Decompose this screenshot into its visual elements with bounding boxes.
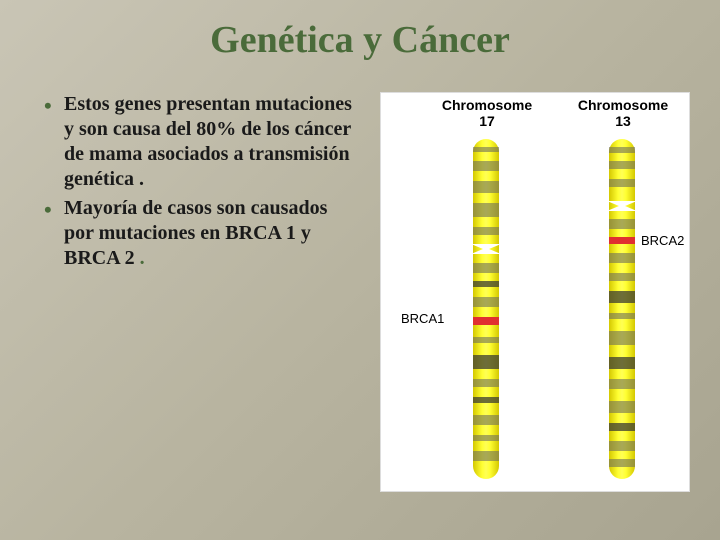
chromosome-band <box>609 147 635 153</box>
chromosome-band <box>473 435 499 441</box>
chromosome-diagram: Chromosome 17 Chromosome 13 BRCA1 BRCA2 <box>380 92 690 492</box>
chromosome-band <box>473 263 499 273</box>
chromosome-band <box>609 161 635 169</box>
chromosome-band <box>473 281 499 287</box>
chromosome-band <box>609 423 635 431</box>
content-row: Estos genes presentan mutaciones y son c… <box>0 62 720 492</box>
chromosome-band <box>473 379 499 387</box>
chromosome-band <box>473 355 499 369</box>
chromosome-band <box>609 401 635 413</box>
bullet-list: Estos genes presentan mutaciones y son c… <box>40 92 360 271</box>
chromosome-band <box>473 337 499 343</box>
chromosome-band <box>473 147 499 152</box>
chrom17-label-top: Chromosome <box>437 97 537 113</box>
chromosome-band <box>609 273 635 281</box>
chromosome-band <box>473 397 499 403</box>
chromosome-band <box>473 297 499 307</box>
bullet-text: Mayoría de casos son causados por mutaci… <box>64 197 327 269</box>
brca2-label: BRCA2 <box>641 233 684 248</box>
chromosome-band <box>609 379 635 389</box>
chromosome-band <box>473 317 499 325</box>
bullet-item: Estos genes presentan mutaciones y son c… <box>40 92 360 192</box>
chromosome-band <box>473 451 499 461</box>
chromosome-band <box>473 227 499 235</box>
centromere <box>607 201 637 211</box>
chrom13-label-num: 13 <box>573 113 673 129</box>
chromosome-band <box>609 237 635 244</box>
chromosome-band <box>609 253 635 263</box>
slide-title: Genética y Cáncer <box>0 0 720 62</box>
chromosome-band <box>473 203 499 217</box>
chromosome-band <box>609 219 635 229</box>
bullet-item: Mayoría de casos son causados por mutaci… <box>40 196 360 271</box>
image-column: Chromosome 17 Chromosome 13 BRCA1 BRCA2 <box>360 92 700 492</box>
chromosome-band <box>609 313 635 319</box>
chrom17-label-num: 17 <box>437 113 537 129</box>
chrom13-label-top: Chromosome <box>573 97 673 113</box>
chromosome-band <box>473 181 499 193</box>
chromosome-band <box>609 179 635 187</box>
chromosome-band <box>609 459 635 467</box>
trailing-dot: . <box>135 247 145 269</box>
chromosome-band <box>609 441 635 451</box>
chromosome-band <box>473 415 499 425</box>
chromosome-band <box>473 161 499 171</box>
brca1-label: BRCA1 <box>401 311 444 326</box>
chromosome-13 <box>609 139 635 479</box>
centromere <box>471 244 501 254</box>
chromosome-band <box>609 331 635 345</box>
text-column: Estos genes presentan mutaciones y son c… <box>20 92 360 492</box>
chromosome-band <box>609 357 635 369</box>
chromosome-band <box>609 291 635 303</box>
chromosome-17 <box>473 139 499 479</box>
